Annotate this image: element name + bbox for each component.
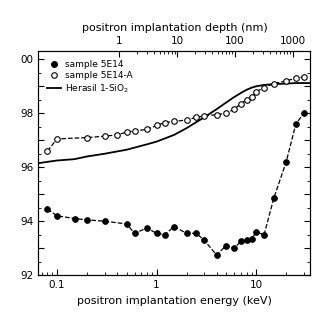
Point — [254, 89, 259, 94]
Point — [284, 159, 289, 164]
Point — [261, 85, 267, 90]
Point — [224, 111, 229, 116]
Point — [54, 136, 60, 141]
Point — [271, 81, 276, 86]
Point — [115, 132, 120, 137]
Point — [132, 231, 137, 236]
Point — [244, 237, 249, 243]
Point — [271, 196, 276, 201]
Point — [202, 237, 207, 243]
Point — [45, 206, 50, 212]
Point — [214, 112, 219, 117]
Point — [301, 111, 306, 116]
Point — [102, 134, 107, 139]
Point — [224, 243, 229, 248]
Point — [124, 130, 129, 135]
Point — [54, 213, 60, 218]
Point — [301, 74, 306, 79]
Point — [154, 231, 159, 236]
Point — [293, 122, 299, 127]
Point — [132, 128, 137, 133]
Point — [162, 120, 167, 125]
Point — [194, 115, 199, 120]
Point — [249, 236, 254, 241]
Point — [84, 135, 90, 140]
Point — [162, 232, 167, 237]
Point — [249, 94, 254, 100]
X-axis label: positron implantation energy (keV): positron implantation energy (keV) — [77, 296, 272, 306]
Point — [172, 119, 177, 124]
Point — [202, 113, 207, 118]
Point — [214, 252, 219, 258]
Point — [144, 225, 149, 230]
Point — [144, 127, 149, 132]
Point — [84, 217, 90, 222]
X-axis label: positron implantation depth (nm): positron implantation depth (nm) — [82, 23, 267, 33]
Point — [154, 123, 159, 128]
Point — [232, 246, 237, 251]
Point — [232, 107, 237, 112]
Point — [172, 224, 177, 229]
Point — [244, 97, 249, 102]
Point — [293, 76, 299, 81]
Point — [184, 117, 189, 123]
Point — [254, 229, 259, 235]
Point — [72, 216, 77, 221]
Point — [238, 239, 243, 244]
Point — [45, 148, 50, 154]
Point — [261, 232, 267, 237]
Point — [124, 221, 129, 227]
Point — [102, 219, 107, 224]
Point — [194, 231, 199, 236]
Point — [238, 101, 243, 106]
Point — [184, 231, 189, 236]
Point — [284, 78, 289, 84]
Legend: sample 5E14, sample 5E14-A, Herasil 1-SiO$_2$: sample 5E14, sample 5E14-A, Herasil 1-Si… — [46, 58, 135, 97]
